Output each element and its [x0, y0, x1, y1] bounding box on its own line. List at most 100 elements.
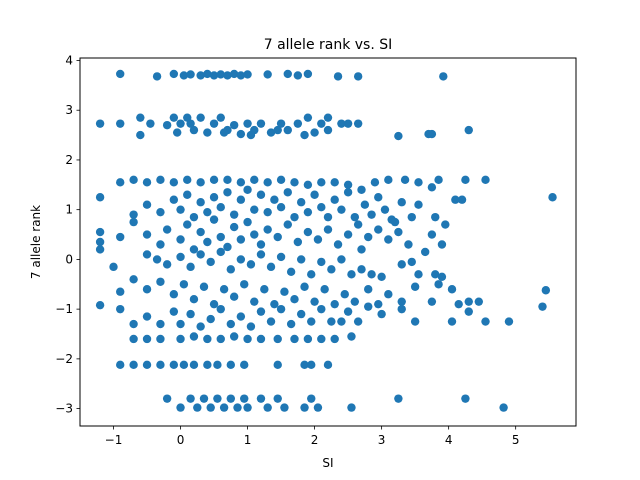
data-point: [357, 265, 366, 274]
data-point: [327, 265, 336, 274]
data-point: [203, 207, 212, 217]
data-point: [179, 280, 189, 289]
data-point: [296, 255, 306, 264]
points-layer: [95, 69, 557, 412]
data-point: [116, 69, 125, 79]
data-point: [293, 71, 303, 80]
data-point: [273, 360, 282, 370]
data-point: [307, 360, 316, 370]
data-point: [323, 125, 333, 135]
x-tick-label: −1: [105, 433, 123, 447]
data-point: [189, 360, 199, 370]
data-point: [236, 255, 246, 264]
x-axis: −1 0 1 2 3 4 5: [105, 426, 519, 447]
data-point: [229, 210, 239, 219]
data-point: [427, 297, 437, 306]
data-point: [213, 360, 222, 370]
data-point: [243, 403, 252, 412]
data-point: [196, 198, 205, 207]
data-point: [196, 227, 205, 237]
data-point: [397, 198, 406, 207]
data-point: [360, 200, 370, 209]
y-tick-label: −3: [55, 402, 73, 416]
data-point: [283, 69, 292, 79]
data-point: [116, 178, 125, 187]
data-point: [156, 207, 165, 217]
chart-title: 7 allele rank vs. SI: [264, 37, 393, 53]
data-point: [541, 286, 551, 295]
data-point: [246, 260, 256, 269]
data-point: [283, 220, 292, 229]
data-point: [276, 252, 286, 262]
data-point: [333, 72, 343, 81]
data-point: [116, 287, 125, 296]
data-point: [407, 212, 416, 222]
data-point: [142, 312, 152, 321]
data-point: [196, 113, 205, 122]
data-point: [236, 235, 246, 244]
data-point: [216, 334, 225, 344]
data-point: [330, 334, 339, 344]
data-point: [320, 285, 329, 294]
data-point: [263, 207, 272, 217]
data-point: [256, 240, 266, 249]
data-point: [286, 319, 296, 329]
data-point: [176, 235, 185, 244]
data-point: [229, 332, 239, 341]
data-point: [303, 334, 313, 344]
data-point: [414, 200, 423, 209]
data-point: [203, 69, 212, 79]
data-point: [243, 119, 252, 128]
data-point: [451, 195, 460, 204]
data-point: [142, 178, 152, 187]
data-point: [384, 175, 393, 185]
data-point: [156, 240, 165, 249]
data-point: [397, 297, 406, 306]
data-point: [223, 175, 232, 185]
data-point: [377, 272, 386, 282]
data-point: [323, 212, 333, 222]
data-point: [186, 119, 195, 128]
data-point: [216, 247, 225, 257]
x-tick-label: 0: [177, 433, 185, 447]
data-point: [330, 299, 339, 309]
data-point: [370, 178, 380, 187]
data-point: [276, 304, 286, 314]
data-point: [243, 334, 252, 344]
data-point: [246, 322, 256, 331]
data-point: [250, 297, 259, 306]
data-point: [189, 245, 199, 254]
data-point: [437, 240, 447, 249]
data-point: [196, 71, 205, 80]
data-point: [504, 317, 514, 326]
data-point: [276, 119, 286, 128]
data-point: [410, 282, 420, 291]
data-point: [256, 190, 266, 199]
y-axis: −3 −2 −1 0 1 2 3 4: [55, 53, 80, 416]
data-point: [226, 360, 236, 370]
data-point: [323, 360, 333, 370]
data-point: [343, 180, 353, 190]
data-point: [129, 319, 138, 329]
data-point: [219, 128, 229, 137]
data-point: [317, 202, 326, 212]
data-point: [303, 69, 313, 79]
data-point: [330, 178, 339, 187]
data-point: [273, 394, 282, 403]
y-tick-label: −2: [55, 352, 73, 366]
data-point: [176, 334, 185, 344]
data-point: [129, 175, 138, 185]
data-point: [162, 394, 172, 403]
data-point: [183, 175, 192, 185]
data-point: [176, 319, 185, 329]
data-point: [474, 297, 484, 306]
data-point: [169, 307, 179, 316]
data-point: [270, 299, 279, 309]
data-point: [116, 360, 125, 370]
data-point: [236, 195, 246, 204]
data-point: [216, 202, 225, 212]
data-point: [464, 297, 473, 306]
data-point: [384, 235, 393, 244]
data-point: [142, 285, 152, 294]
data-point: [209, 215, 219, 224]
